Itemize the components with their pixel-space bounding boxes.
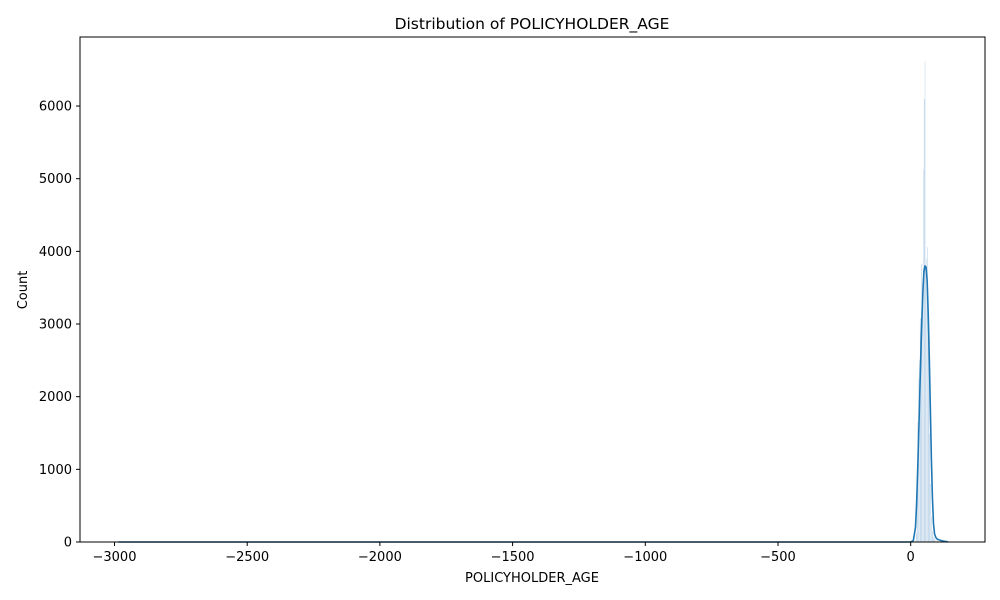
y-axis-ticks: 0 1000 2000 3000 4000 5000 6000 bbox=[39, 100, 80, 551]
y-tick-label: 3000 bbox=[39, 318, 72, 333]
x-tick-label: 0 bbox=[907, 550, 915, 565]
chart-title: Distribution of POLICYHOLDER_AGE bbox=[395, 15, 670, 34]
y-axis-label: Count bbox=[16, 271, 31, 310]
y-tick-label: 2000 bbox=[39, 390, 72, 405]
x-tick-label: −1500 bbox=[491, 550, 535, 565]
x-tick-label: −500 bbox=[760, 550, 796, 565]
y-tick-label: 1000 bbox=[39, 463, 72, 478]
y-tick-label: 6000 bbox=[39, 100, 72, 115]
kde-curve bbox=[118, 265, 948, 543]
x-tick-label: −2500 bbox=[225, 550, 269, 565]
y-tick-label: 4000 bbox=[39, 245, 72, 260]
x-tick-label: −3000 bbox=[93, 550, 137, 565]
x-tick-label: −1000 bbox=[623, 550, 667, 565]
histogram-bar bbox=[934, 538, 936, 543]
histogram-bars bbox=[915, 60, 944, 543]
plot-frame bbox=[79, 36, 986, 543]
x-axis-label: POLICYHOLDER_AGE bbox=[465, 571, 599, 586]
x-axis-ticks: −3000 −2500 −2000 −1500 −1000 −500 0 bbox=[93, 542, 915, 565]
y-tick-label: 5000 bbox=[39, 172, 72, 187]
x-tick-label: −2000 bbox=[358, 550, 402, 565]
y-tick-label: 0 bbox=[64, 536, 72, 551]
